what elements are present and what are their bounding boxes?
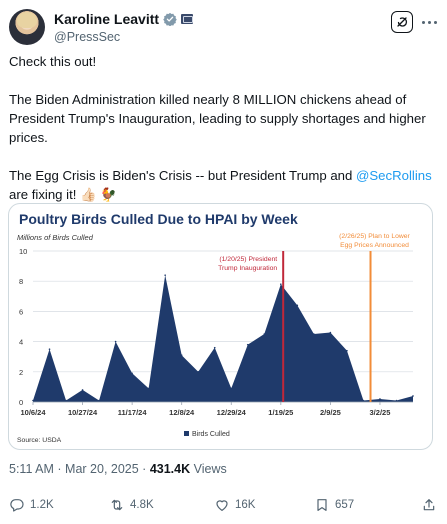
data-point	[313, 333, 315, 335]
verified-badge-icon	[163, 12, 177, 26]
mention-link[interactable]: @SecRollins	[355, 168, 432, 183]
x-tick-label: 10/27/24	[68, 408, 98, 417]
birds-culled-area	[33, 275, 413, 402]
data-point	[164, 274, 166, 276]
annotation-label: (2/26/25) Plan to Lower	[339, 233, 410, 240]
x-tick-label: 10/6/24	[20, 408, 46, 417]
chart-image[interactable]: Poultry Birds Culled Due to HPAI by Week…	[8, 203, 433, 450]
repost-icon	[111, 499, 123, 511]
more-dot-icon	[433, 20, 437, 24]
tweet-paragraph-3: The Egg Crisis is Biden's Crisis -- but …	[9, 166, 437, 204]
bookmark-button[interactable]: 657	[314, 497, 354, 513]
tweet-text-segment: are fixing it! 👍🏻 🐓	[9, 187, 117, 202]
avatar[interactable]	[9, 9, 45, 45]
x-tick-label: 11/17/24	[118, 408, 148, 417]
data-point	[379, 398, 381, 400]
data-point	[329, 331, 332, 334]
annotation-label: Trump Inauguration	[218, 265, 277, 272]
data-point	[197, 371, 200, 373]
bookmark-count: 657	[335, 499, 355, 511]
y-tick-label: 4	[19, 338, 23, 347]
tweet-meta: 5:11 AM · Mar 20, 2025 · 431.4K Views	[9, 462, 227, 476]
data-point	[131, 372, 133, 375]
data-point	[246, 343, 249, 346]
chart-source: Source: USDA	[17, 437, 62, 444]
tweet-text-segment: The Egg Crisis is Biden's Crisis -- but …	[9, 168, 356, 183]
tweet-text: Check this out! The Biden Administration…	[9, 52, 437, 223]
data-point	[263, 333, 266, 335]
annotation-label: (1/20/25) President	[219, 256, 277, 263]
data-point	[280, 283, 282, 286]
legend-label: Birds Culled	[192, 431, 230, 438]
reply-count: 1.2K	[30, 499, 54, 511]
y-tick-label: 8	[19, 277, 23, 286]
more-dot-icon	[421, 20, 425, 24]
government-affiliation-icon	[181, 14, 194, 24]
poultry-cull-chart: Poultry Birds Culled Due to HPAI by Week…	[17, 211, 414, 444]
chart-y-axis-label: Millions of Birds Culled	[17, 233, 94, 242]
view-count: 431.4K	[149, 462, 191, 476]
data-point	[230, 387, 233, 390]
like-button[interactable]: 16K	[214, 497, 255, 513]
data-point	[65, 399, 67, 402]
author-handle[interactable]: @PressSec	[54, 30, 121, 44]
x-tick-label: 2/9/25	[320, 408, 341, 417]
grok-icon	[397, 17, 408, 27]
legend-swatch	[184, 431, 189, 436]
tweet-paragraph-2: The Biden Administration killed nearly 8…	[9, 92, 426, 145]
data-point	[346, 349, 348, 352]
data-point	[114, 340, 117, 343]
chart-title: Poultry Birds Culled Due to HPAI by Week	[19, 211, 298, 227]
share-button[interactable]	[421, 497, 437, 513]
x-tick-label: 12/29/24	[217, 408, 247, 417]
more-dot-icon	[427, 20, 431, 24]
data-point	[32, 399, 34, 402]
data-point	[213, 346, 216, 349]
tweet-paragraph-1: Check this out!	[9, 54, 97, 69]
grok-button[interactable]	[391, 11, 413, 33]
author-name[interactable]: Karoline Leavitt	[54, 11, 160, 27]
y-tick-label: 6	[19, 307, 23, 316]
author-name-row: Karoline Leavitt	[54, 11, 194, 27]
x-tick-label: 1/19/25	[268, 408, 293, 417]
y-tick-label: 0	[19, 398, 23, 407]
tweet-timestamp[interactable]: 5:11 AM · Mar 20, 2025 ·	[9, 462, 150, 476]
annotation-label: Egg Prices Announced	[340, 242, 409, 249]
share-icon	[423, 499, 435, 511]
repost-count: 4.8K	[130, 499, 154, 511]
data-point	[48, 348, 51, 350]
data-point	[98, 399, 100, 402]
data-point	[180, 354, 183, 356]
more-options-button[interactable]	[419, 15, 439, 29]
data-point	[81, 389, 84, 391]
data-point	[362, 399, 365, 402]
reply-button[interactable]: 1.2K	[9, 497, 54, 513]
x-tick-label: 3/2/25	[370, 408, 391, 417]
views-label: Views	[190, 462, 227, 476]
y-tick-label: 10	[19, 247, 27, 256]
data-point	[395, 399, 398, 402]
like-count: 16K	[235, 499, 256, 511]
reply-icon	[10, 499, 24, 512]
action-bar: 1.2K 4.8K 16K 657	[9, 497, 439, 519]
data-point	[147, 387, 150, 390]
repost-button[interactable]: 4.8K	[109, 497, 154, 513]
y-tick-label: 2	[19, 368, 23, 377]
tweet-header: Karoline Leavitt @PressSec	[9, 9, 439, 45]
heart-icon	[216, 500, 228, 511]
data-point	[296, 304, 299, 307]
x-tick-label: 12/8/24	[169, 408, 195, 417]
data-point	[412, 395, 414, 397]
bookmark-icon	[317, 499, 327, 511]
